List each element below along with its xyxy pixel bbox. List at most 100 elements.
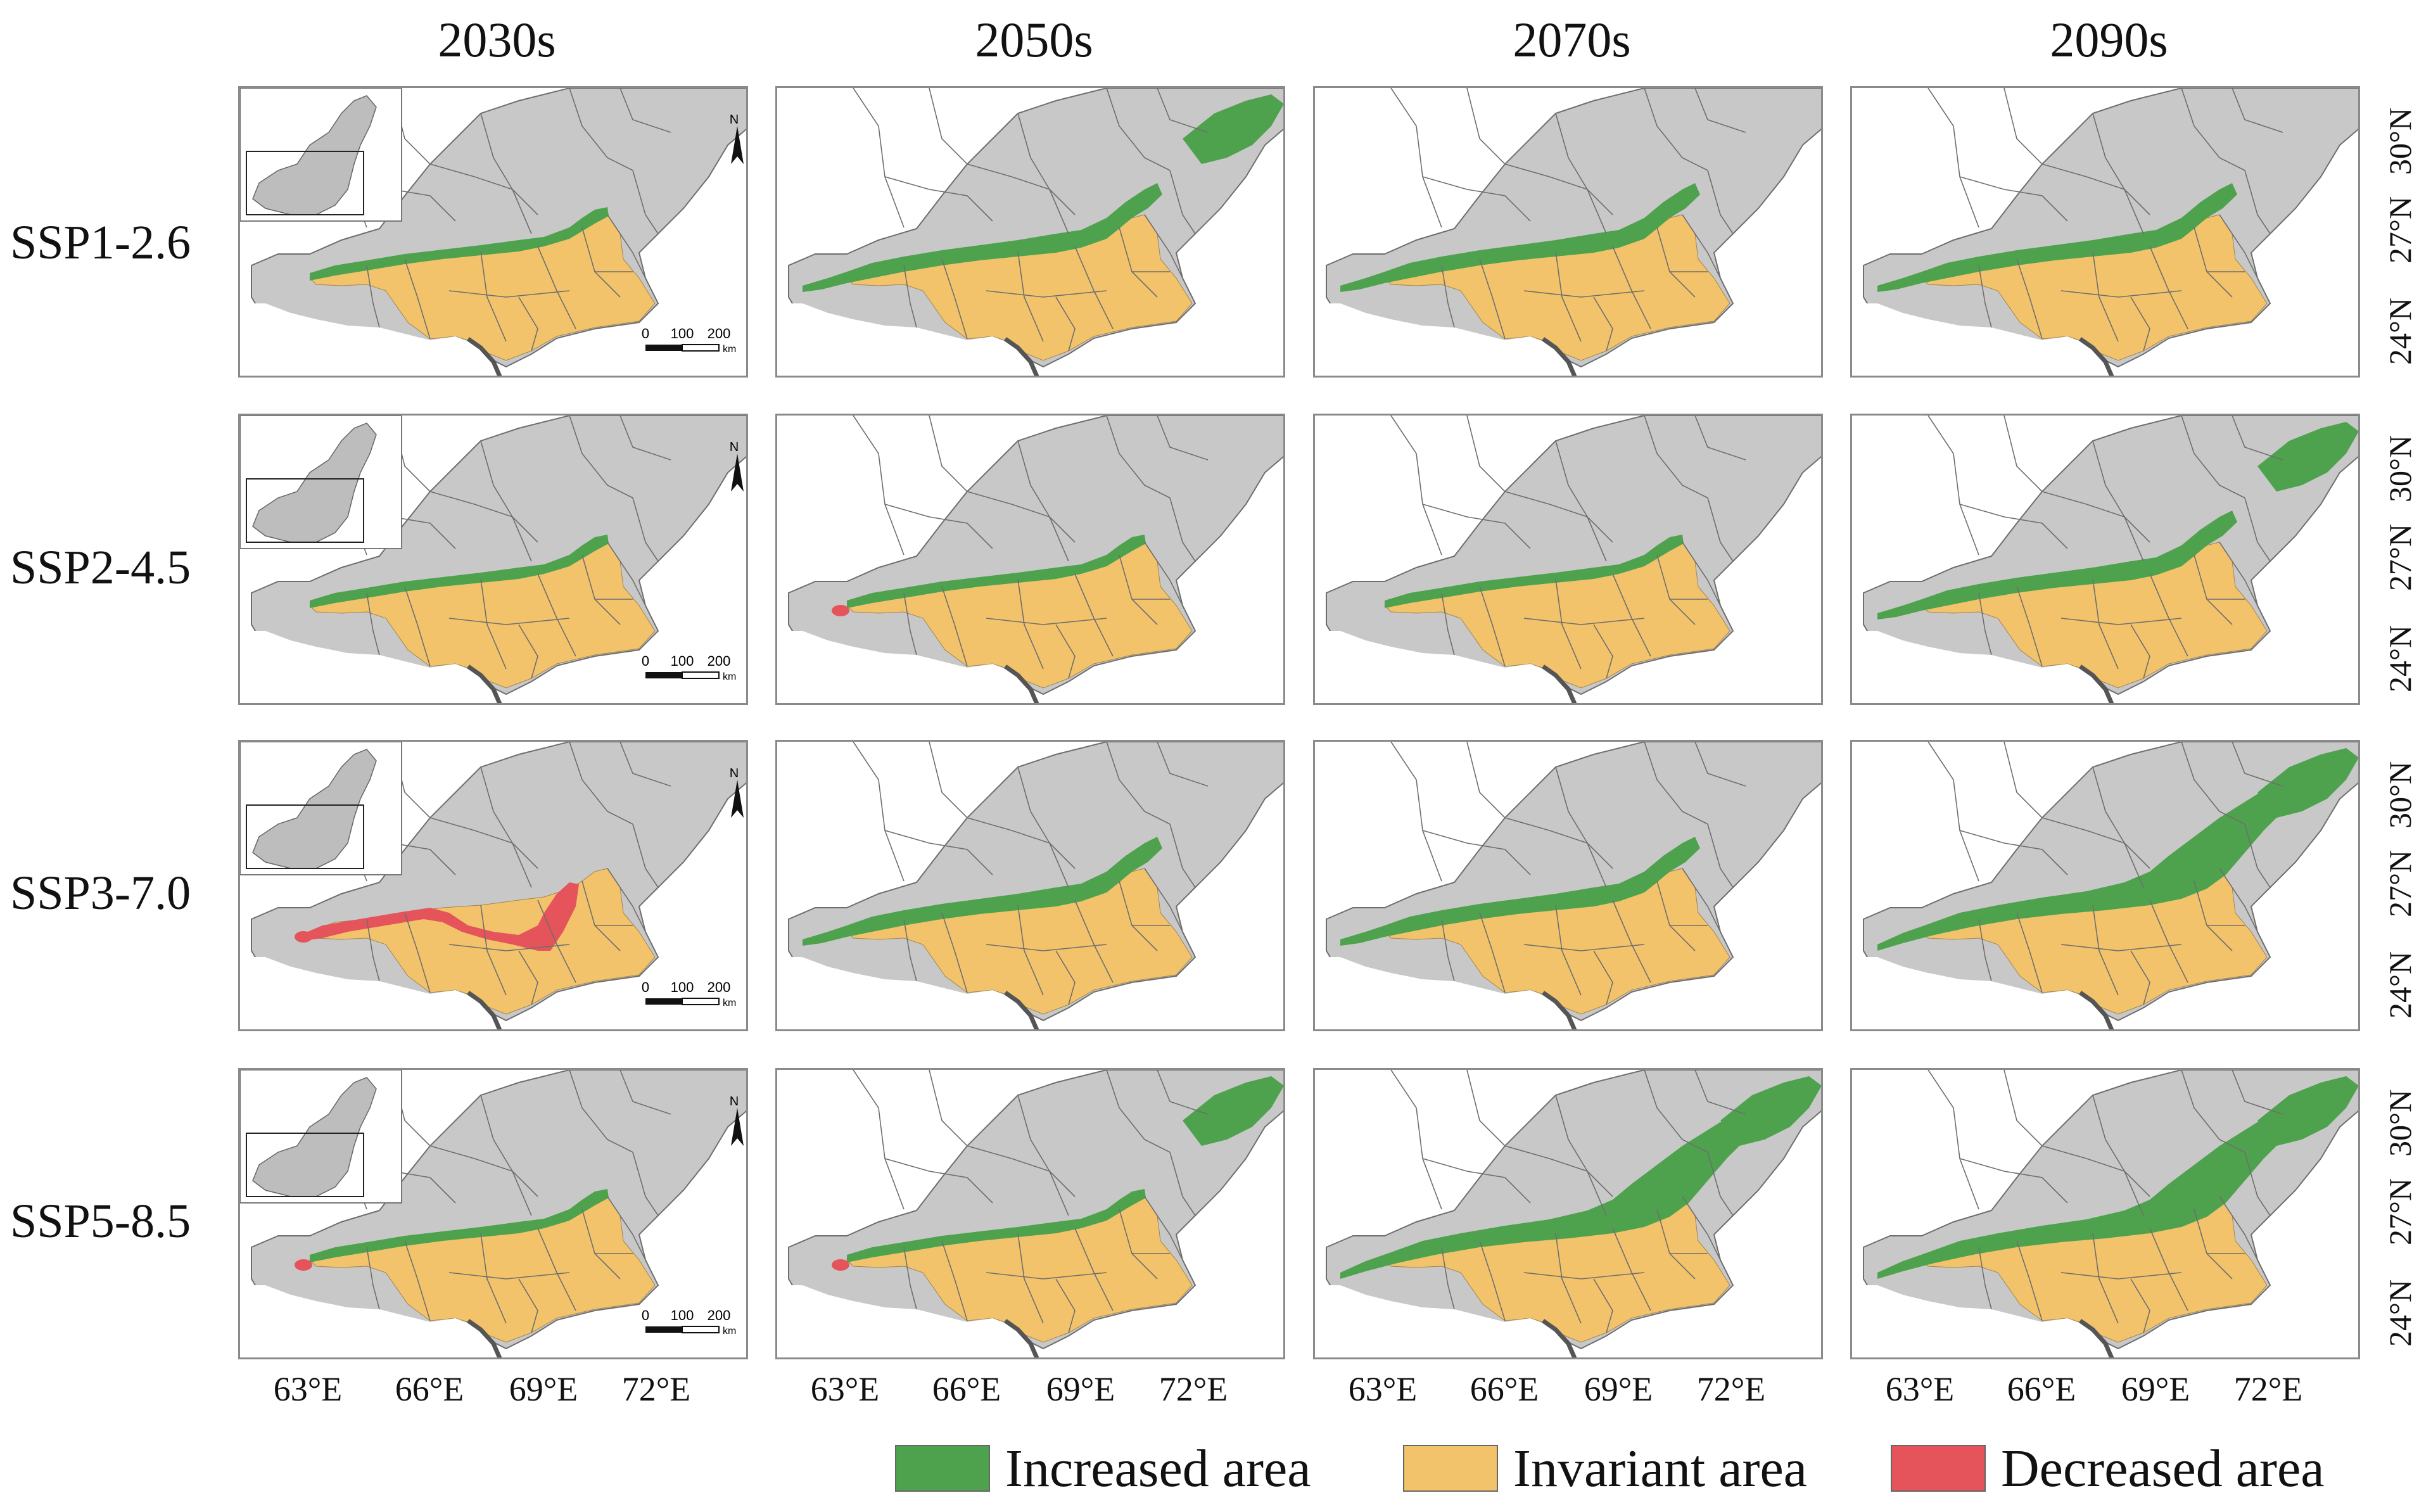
row-label-ssp2: SSP2-4.5 <box>10 541 191 594</box>
coastline <box>1003 664 1039 703</box>
district-border <box>1682 1196 1721 1261</box>
district-border <box>366 592 380 656</box>
district-border <box>1523 1272 1645 1280</box>
longitude-label: 66°E <box>395 1370 464 1408</box>
scale-tick-0: 0 <box>642 979 649 995</box>
scale-tick-100: 100 <box>671 326 694 341</box>
district-border <box>1479 586 1506 667</box>
scale-unit: km <box>723 344 736 355</box>
inset-extent-box <box>246 151 364 215</box>
scale-tick-0: 0 <box>642 1307 649 1323</box>
scale-unit: km <box>723 671 736 682</box>
district-border <box>537 899 576 983</box>
district-border <box>2181 742 2245 825</box>
district-border <box>1422 176 1531 222</box>
district-border <box>2149 1228 2188 1311</box>
coastline <box>1003 991 1039 1029</box>
district-border <box>1422 1158 1531 1204</box>
north-arrow-icon <box>731 126 744 164</box>
district-border <box>2124 189 2144 234</box>
inset-extent-box <box>246 1133 364 1197</box>
district-border <box>1593 950 1613 1005</box>
sea <box>1315 957 1578 1029</box>
coastline <box>1003 1319 1039 1357</box>
district-border <box>1682 214 1721 279</box>
map-svg <box>777 416 1283 703</box>
north-arrow-icon <box>731 780 744 818</box>
district-border <box>480 905 507 996</box>
district-border <box>1694 88 1746 133</box>
district-border <box>2092 440 2150 543</box>
district-border <box>1390 1070 1442 1210</box>
district-border <box>2092 1233 2119 1324</box>
district-border <box>1593 1278 1613 1333</box>
district-border <box>619 416 671 461</box>
latitude-label: 30°N <box>2382 1089 2418 1157</box>
latitude-label: 24°N <box>2382 297 2418 365</box>
district-border <box>1523 618 1645 625</box>
coastline <box>1541 1319 1577 1357</box>
district-border <box>480 766 538 869</box>
coastline <box>1541 991 1577 1029</box>
district-border <box>1682 542 1721 606</box>
increased-area <box>1340 183 1700 292</box>
district-border <box>1422 504 1531 549</box>
district-border <box>366 265 380 328</box>
district-border <box>1074 899 1114 983</box>
district-border <box>1707 1152 1734 1216</box>
sea <box>777 957 1041 1029</box>
latitude-label: 30°N <box>2382 435 2418 502</box>
district-border <box>2016 586 2043 667</box>
map-svg <box>777 88 1283 376</box>
coastline <box>466 991 502 1029</box>
district-border <box>1157 1070 1209 1115</box>
district-border <box>2092 578 2119 670</box>
district-border <box>1707 823 1734 888</box>
district-border <box>632 170 659 234</box>
district-border <box>2149 899 2188 983</box>
district-border <box>2149 573 2188 657</box>
district-border <box>853 416 905 556</box>
district-border <box>2219 542 2258 606</box>
district-border <box>929 416 968 492</box>
map-svg <box>777 742 1283 1029</box>
district-border <box>1106 742 1171 825</box>
district-border <box>1144 868 1183 932</box>
district-border <box>2124 1171 2144 1216</box>
district-border <box>1017 1233 1044 1324</box>
scale-unit: km <box>723 998 736 1008</box>
longitude-label: 66°E <box>1470 1370 1539 1408</box>
map-svg <box>1315 1070 1821 1357</box>
north-arrow-icon <box>731 1108 744 1146</box>
legend-swatch-invariant <box>1403 1445 1498 1492</box>
district-border <box>967 163 1050 190</box>
increased-area <box>1340 837 1700 946</box>
district-border <box>512 1171 532 1216</box>
district-border <box>480 251 507 342</box>
district-border <box>512 516 532 562</box>
longitude-label: 69°E <box>1046 1370 1115 1408</box>
district-border <box>1017 113 1076 215</box>
district-border <box>607 868 646 932</box>
district-border <box>2041 491 2125 518</box>
district-border <box>1157 742 1209 787</box>
district-border <box>1612 1228 1651 1311</box>
district-border <box>2181 88 2245 171</box>
district-border <box>448 1272 570 1280</box>
district-border <box>429 817 513 844</box>
district-border <box>2041 163 2125 190</box>
district-border <box>2149 246 2188 329</box>
district-border <box>448 944 570 951</box>
district-border <box>1169 497 1196 562</box>
district-border <box>2003 1070 2043 1147</box>
increased-area <box>1877 183 2237 292</box>
coastline <box>2078 1319 2114 1357</box>
increased-area-northeast <box>2257 748 2358 818</box>
district-border <box>448 618 570 625</box>
district-border <box>903 592 917 656</box>
district-border <box>2244 1152 2271 1216</box>
sea <box>1315 1285 1578 1357</box>
district-border <box>1049 189 1069 234</box>
district-border <box>884 1158 993 1204</box>
